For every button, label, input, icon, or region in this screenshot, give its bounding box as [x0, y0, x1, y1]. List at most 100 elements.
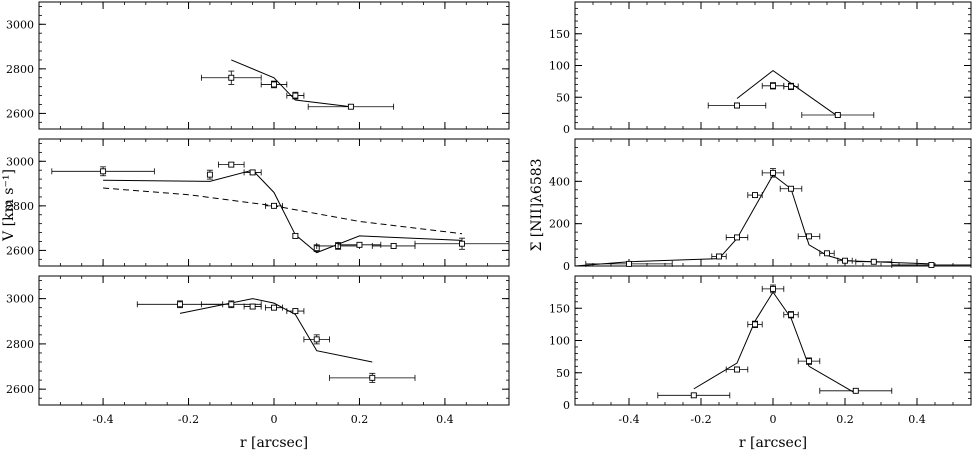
point-marker [626, 260, 632, 267]
point-marker [734, 102, 740, 109]
data-point [303, 334, 330, 345]
data-point [783, 311, 799, 319]
y-tick-label: 150 [549, 28, 570, 41]
data-point [801, 112, 875, 119]
x-tick-label: -0.4 [92, 413, 113, 426]
model-curve [179, 298, 373, 363]
y-tick-label: 2600 [6, 244, 34, 257]
point-marker [206, 171, 213, 178]
point-marker [788, 83, 794, 90]
point-marker [228, 301, 235, 308]
data-point [761, 168, 785, 178]
point-marker [313, 336, 320, 343]
data-point [837, 257, 853, 264]
point-marker [347, 103, 354, 110]
y-tick-label: 0 [563, 260, 570, 273]
x-tick-label: 0.2 [351, 413, 369, 426]
plot-frame [38, 138, 510, 267]
y-tick-label: 0 [563, 123, 570, 136]
point-marker [100, 168, 107, 175]
y-tick-label: 3000 [6, 155, 34, 168]
plot-frame [38, 1, 510, 130]
data-point [725, 366, 749, 373]
point-marker [770, 285, 776, 292]
data-point [783, 82, 799, 91]
point-marker [770, 169, 776, 176]
data-point [585, 260, 673, 267]
y-tick-label: 0 [563, 399, 570, 412]
model-curve-dashed [103, 187, 463, 235]
data-point [307, 103, 395, 110]
data-point [265, 304, 283, 311]
plot-frame [574, 275, 972, 406]
point-marker [716, 253, 722, 260]
left-xlabel: r [arcsec] [240, 435, 308, 451]
x-tick-label: -0.2 [690, 413, 711, 426]
point-marker [292, 92, 299, 99]
y-tick-label: 100 [549, 335, 570, 348]
right-xlabel: r [arcsec] [739, 435, 807, 451]
y-tick-label: 2800 [6, 200, 34, 213]
panel-right-bottom: -0.4 -0.2 0 0.2 0.4 0 50 100 150 [549, 275, 972, 426]
point-marker [459, 240, 465, 247]
point-marker [870, 258, 877, 265]
point-marker [228, 74, 235, 81]
point-marker [356, 241, 363, 248]
data-point [200, 70, 262, 85]
y-tick-label: 2600 [6, 383, 34, 396]
data-point [265, 202, 283, 209]
x-tick-label: 0.4 [908, 413, 926, 426]
point-marker [788, 185, 794, 192]
point-marker [177, 301, 183, 308]
point-marker [788, 311, 794, 318]
data-point [797, 357, 821, 365]
point-marker [752, 192, 758, 199]
data-point [218, 161, 245, 168]
point-marker [752, 321, 758, 328]
data-point [657, 392, 731, 399]
data-point [414, 237, 510, 250]
point-marker [852, 387, 859, 394]
left-ylabel: V [km s⁻¹] [1, 169, 17, 242]
data-point [855, 258, 893, 265]
data-point [337, 241, 382, 248]
model-curve [103, 169, 463, 254]
x-tick-label: -0.4 [618, 413, 639, 426]
model-curve [574, 174, 932, 267]
data-point [292, 232, 299, 239]
point-marker [292, 308, 299, 315]
panel-right-mid: 0 200 400 [549, 138, 972, 273]
point-marker [806, 358, 812, 365]
y-tick-label: 50 [556, 91, 570, 104]
panel-right-top: 0 50 100 150 [549, 1, 972, 136]
point-marker [271, 304, 277, 311]
point-marker [824, 250, 830, 257]
data-point [707, 102, 767, 109]
point-marker [690, 392, 697, 399]
y-tick-label: 200 [549, 218, 570, 231]
model-curve [231, 59, 351, 108]
data-point [747, 320, 763, 329]
data-point [286, 91, 305, 100]
data-point [725, 234, 749, 241]
y-tick-label: 3000 [6, 293, 34, 306]
x-tick-label: 0 [271, 413, 278, 426]
point-marker [390, 242, 397, 249]
point-marker [271, 81, 277, 88]
x-tick-label: 0.2 [836, 413, 854, 426]
point-marker [292, 232, 299, 239]
point-marker [249, 303, 256, 310]
right-ylabel: Σ [NII]λ6583 [529, 158, 545, 251]
data-point [819, 387, 893, 394]
y-tick-label: 2800 [6, 63, 34, 76]
x-tick-label: 0 [770, 413, 777, 426]
point-marker [734, 366, 740, 373]
model-curve [693, 291, 857, 394]
data-point [797, 233, 821, 240]
panels: 2600 2800 3000 2600 2800 3000 -0.4 -0.2 0 0.2 0.4 2… [6, 1, 972, 426]
point-marker [834, 112, 841, 118]
panel-left-mid: 2600 2800 3000 [6, 138, 510, 267]
y-tick-label: 50 [556, 367, 570, 380]
plot-frame [574, 138, 972, 267]
